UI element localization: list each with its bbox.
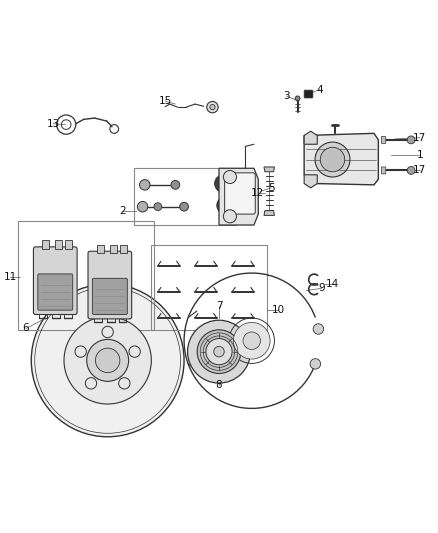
- FancyBboxPatch shape: [120, 245, 127, 253]
- Circle shape: [180, 203, 188, 211]
- FancyBboxPatch shape: [110, 245, 117, 253]
- FancyBboxPatch shape: [55, 240, 62, 249]
- Text: 2: 2: [119, 206, 125, 216]
- Circle shape: [119, 378, 130, 389]
- FancyBboxPatch shape: [92, 278, 127, 314]
- Text: 7: 7: [215, 301, 223, 311]
- Circle shape: [243, 332, 261, 350]
- Circle shape: [223, 171, 237, 183]
- Circle shape: [171, 181, 180, 189]
- Circle shape: [154, 203, 162, 211]
- Circle shape: [87, 340, 129, 381]
- Polygon shape: [264, 167, 275, 172]
- FancyBboxPatch shape: [304, 90, 313, 98]
- Text: 4: 4: [316, 85, 323, 95]
- Circle shape: [215, 175, 232, 192]
- Circle shape: [140, 180, 150, 190]
- FancyBboxPatch shape: [381, 136, 386, 143]
- Circle shape: [310, 359, 321, 369]
- Text: 12: 12: [251, 188, 264, 198]
- Text: 15: 15: [159, 96, 173, 107]
- Circle shape: [206, 338, 232, 365]
- Circle shape: [75, 346, 86, 357]
- Circle shape: [223, 210, 237, 223]
- Circle shape: [207, 101, 218, 113]
- Circle shape: [320, 147, 345, 172]
- Circle shape: [187, 320, 251, 383]
- Text: 17: 17: [413, 133, 427, 143]
- Circle shape: [197, 330, 241, 374]
- Text: 13: 13: [46, 119, 60, 129]
- Circle shape: [85, 378, 97, 389]
- Text: 6: 6: [23, 324, 29, 334]
- FancyBboxPatch shape: [65, 240, 72, 249]
- Polygon shape: [264, 211, 275, 215]
- Circle shape: [407, 136, 415, 144]
- Circle shape: [95, 348, 120, 373]
- Circle shape: [214, 346, 224, 357]
- FancyBboxPatch shape: [88, 251, 132, 319]
- Circle shape: [102, 326, 113, 338]
- Circle shape: [129, 346, 140, 357]
- Circle shape: [217, 197, 234, 214]
- Text: 10: 10: [272, 305, 285, 315]
- Polygon shape: [304, 133, 378, 185]
- FancyBboxPatch shape: [225, 173, 255, 214]
- Polygon shape: [304, 175, 317, 188]
- Circle shape: [313, 324, 324, 334]
- Circle shape: [64, 317, 151, 404]
- Circle shape: [31, 284, 184, 437]
- FancyBboxPatch shape: [38, 274, 73, 310]
- Text: 9: 9: [318, 284, 325, 293]
- FancyBboxPatch shape: [97, 245, 104, 253]
- Text: 8: 8: [215, 380, 223, 390]
- Text: 17: 17: [413, 165, 427, 175]
- Text: 3: 3: [283, 91, 290, 101]
- FancyBboxPatch shape: [33, 247, 77, 314]
- Polygon shape: [219, 168, 258, 225]
- Text: 5: 5: [268, 183, 275, 193]
- FancyBboxPatch shape: [42, 240, 49, 249]
- Text: 1: 1: [417, 150, 423, 160]
- Circle shape: [407, 166, 415, 174]
- Text: 11: 11: [4, 272, 17, 282]
- Circle shape: [138, 201, 148, 212]
- Polygon shape: [304, 131, 317, 144]
- Circle shape: [210, 104, 215, 110]
- FancyBboxPatch shape: [381, 167, 386, 174]
- Circle shape: [315, 142, 350, 177]
- Text: 14: 14: [326, 279, 339, 289]
- Polygon shape: [295, 96, 300, 101]
- Circle shape: [233, 322, 270, 359]
